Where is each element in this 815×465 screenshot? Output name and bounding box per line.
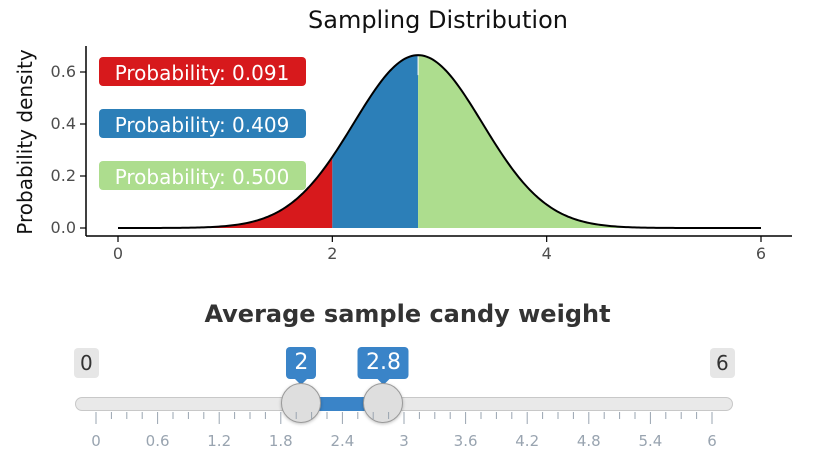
slider-ticks: 0 0.6 1.2 1.8 2.4 3 3.6 4.2 4.8 5.4 6 (91, 412, 717, 450)
probability-label-box-1 (99, 57, 306, 86)
range-slider[interactable]: 0 6 2 2.8 0 0.6 1.2 1.8 2.4 3 3.6 4.2 4.8 5.4 6 (0, 340, 815, 465)
slider-title: Average sample candy weight (204, 300, 611, 328)
probability-label-1: Probability: 0.091 (115, 61, 290, 85)
slider-tick-label: 5.4 (638, 432, 662, 450)
slider-tick-label: 1.8 (269, 432, 293, 450)
probability-region-3 (418, 55, 761, 228)
y-tick-label: 0.2 (51, 166, 76, 185)
y-tick-label: 0.4 (51, 114, 76, 133)
slider-min-label: 0 (74, 348, 99, 378)
probability-region-1 (118, 156, 333, 228)
slider-tick-label: 0 (91, 432, 101, 450)
slider-selected-range[interactable] (301, 397, 384, 411)
slider-to-handle[interactable] (363, 383, 404, 423)
y-tick-label: 0.0 (51, 218, 76, 237)
slider-track[interactable] (75, 397, 733, 411)
slider-tick-label: 4.8 (577, 432, 601, 450)
probability-label-box-2 (99, 109, 306, 138)
x-tick-label: 6 (756, 244, 766, 263)
slider-max-label: 6 (710, 348, 735, 378)
probability-label-box-3 (99, 161, 306, 190)
slider-from-value: 2 (286, 347, 317, 385)
sampling-distribution-chart: Sampling Distribution Probability densit… (13, 6, 792, 263)
x-tick-label: 0 (113, 244, 123, 263)
probability-label-2: Probability: 0.409 (115, 113, 290, 137)
y-axis-label: Probability density (13, 49, 37, 235)
slider-tick-label: 0.6 (146, 432, 170, 450)
slider-tick-label: 3.6 (454, 432, 478, 450)
chart-title: Sampling Distribution (308, 6, 568, 34)
slider-tick-label: 4.2 (515, 432, 539, 450)
slider-from-handle[interactable] (281, 383, 322, 423)
probability-label-3: Probability: 0.500 (115, 165, 290, 189)
x-tick-label: 2 (327, 244, 337, 263)
density-curve (118, 54, 761, 229)
x-tick-label: 4 (542, 244, 552, 263)
y-tick-label: 0.6 (51, 62, 76, 81)
slider-tick-label: 3 (399, 432, 409, 450)
slider-tick-label: 6 (707, 432, 717, 450)
slider-tick-label: 2.4 (330, 432, 354, 450)
slider-tick-label: 1.2 (207, 432, 231, 450)
probability-region-2 (332, 55, 419, 228)
slider-to-value: 2.8 (357, 347, 409, 385)
